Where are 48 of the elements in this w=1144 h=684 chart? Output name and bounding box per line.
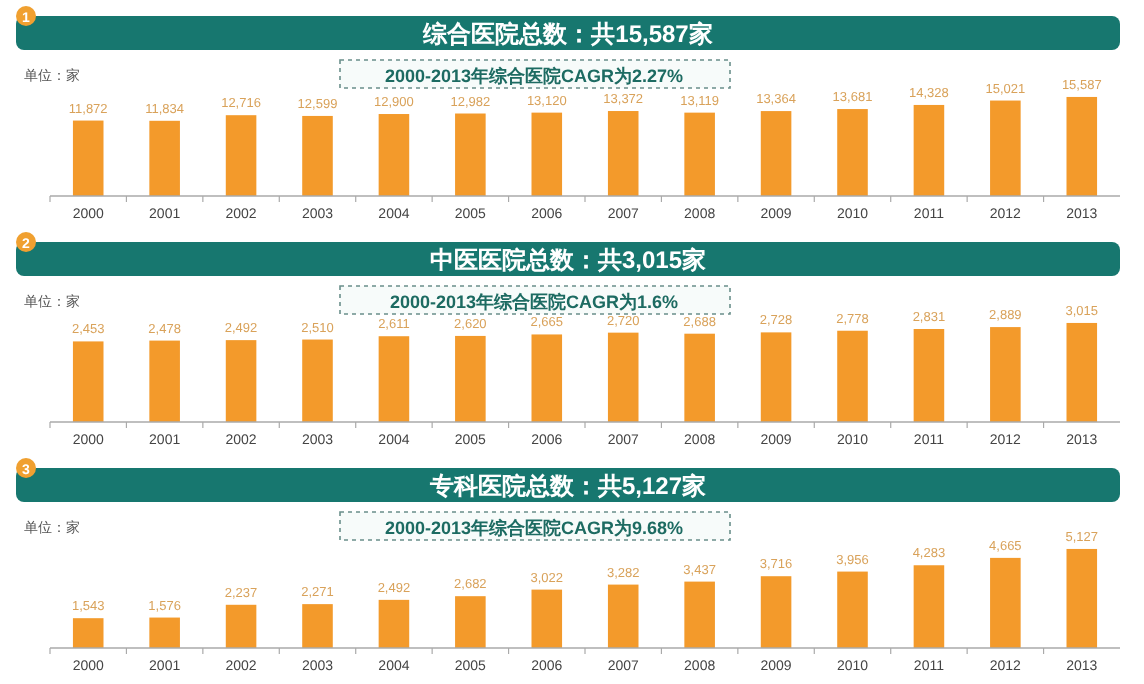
chart-title: 中医医院总数：共3,015家 xyxy=(429,246,707,274)
bar xyxy=(149,340,180,422)
bar xyxy=(1066,96,1098,196)
bar xyxy=(149,120,180,196)
bar xyxy=(302,115,333,196)
bar xyxy=(684,333,715,422)
bar xyxy=(837,330,868,422)
bar xyxy=(531,112,563,196)
bar xyxy=(607,332,639,422)
bar xyxy=(455,113,486,196)
bar xyxy=(72,618,104,648)
bar xyxy=(1066,548,1098,648)
bar xyxy=(913,329,945,422)
bar xyxy=(760,332,792,422)
chart-title: 综合医院总数：共15,587家 xyxy=(421,20,713,48)
bar xyxy=(913,565,945,648)
bar xyxy=(455,596,486,648)
bar xyxy=(990,557,1021,648)
chart-subtitle: 2000-2013年综合医院CAGR为9.68% xyxy=(384,518,684,538)
bar xyxy=(760,576,792,648)
bar xyxy=(913,104,945,196)
bar xyxy=(990,100,1021,196)
bar xyxy=(684,112,715,196)
bar xyxy=(225,115,257,196)
bar xyxy=(378,114,410,196)
bar xyxy=(531,589,563,648)
bar xyxy=(990,327,1021,422)
bar xyxy=(684,581,715,648)
bar xyxy=(302,339,333,422)
bar xyxy=(1066,322,1098,422)
bar xyxy=(531,334,563,422)
bar xyxy=(302,604,333,648)
bar xyxy=(607,584,639,648)
bar xyxy=(760,111,792,196)
bar xyxy=(455,335,486,422)
bar xyxy=(225,604,257,648)
bar xyxy=(837,109,868,196)
bar xyxy=(225,340,257,422)
bar xyxy=(72,341,104,422)
chart-subtitle: 2000-2013年综合医院CAGR为1.6% xyxy=(389,292,679,312)
bar xyxy=(837,571,868,648)
chart-subtitle: 2000-2013年综合医院CAGR为2.27% xyxy=(384,66,684,86)
bar xyxy=(378,336,410,422)
bar xyxy=(607,111,639,196)
bar xyxy=(72,120,104,196)
chart-title: 专科医院总数：共5,127家 xyxy=(427,472,707,500)
bar xyxy=(378,599,410,648)
bar xyxy=(149,617,180,648)
